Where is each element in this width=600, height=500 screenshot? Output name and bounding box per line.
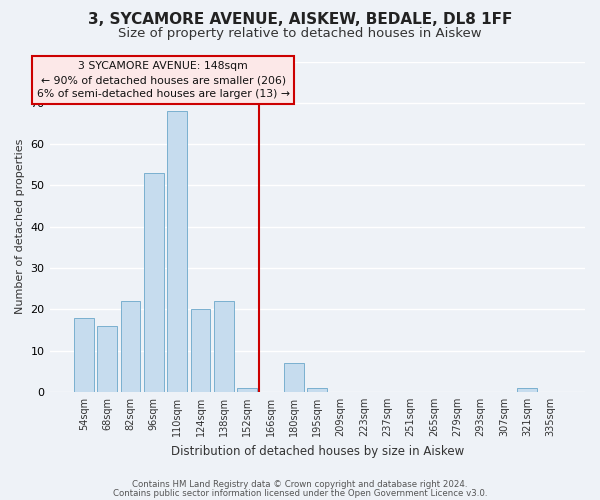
Bar	[238, 388, 257, 392]
Bar	[284, 363, 304, 392]
Bar	[517, 388, 538, 392]
Bar	[191, 310, 211, 392]
Text: Contains HM Land Registry data © Crown copyright and database right 2024.: Contains HM Land Registry data © Crown c…	[132, 480, 468, 489]
Bar	[214, 301, 234, 392]
Text: 3 SYCAMORE AVENUE: 148sqm
← 90% of detached houses are smaller (206)
6% of semi-: 3 SYCAMORE AVENUE: 148sqm ← 90% of detac…	[37, 60, 290, 100]
Bar	[307, 388, 327, 392]
Text: Contains public sector information licensed under the Open Government Licence v3: Contains public sector information licen…	[113, 488, 487, 498]
Bar	[144, 173, 164, 392]
Bar	[97, 326, 117, 392]
Bar	[121, 301, 140, 392]
Text: 3, SYCAMORE AVENUE, AISKEW, BEDALE, DL8 1FF: 3, SYCAMORE AVENUE, AISKEW, BEDALE, DL8 …	[88, 12, 512, 28]
X-axis label: Distribution of detached houses by size in Aiskew: Distribution of detached houses by size …	[170, 444, 464, 458]
Y-axis label: Number of detached properties: Number of detached properties	[15, 139, 25, 314]
Bar	[74, 318, 94, 392]
Text: Size of property relative to detached houses in Aiskew: Size of property relative to detached ho…	[118, 28, 482, 40]
Bar	[167, 111, 187, 392]
